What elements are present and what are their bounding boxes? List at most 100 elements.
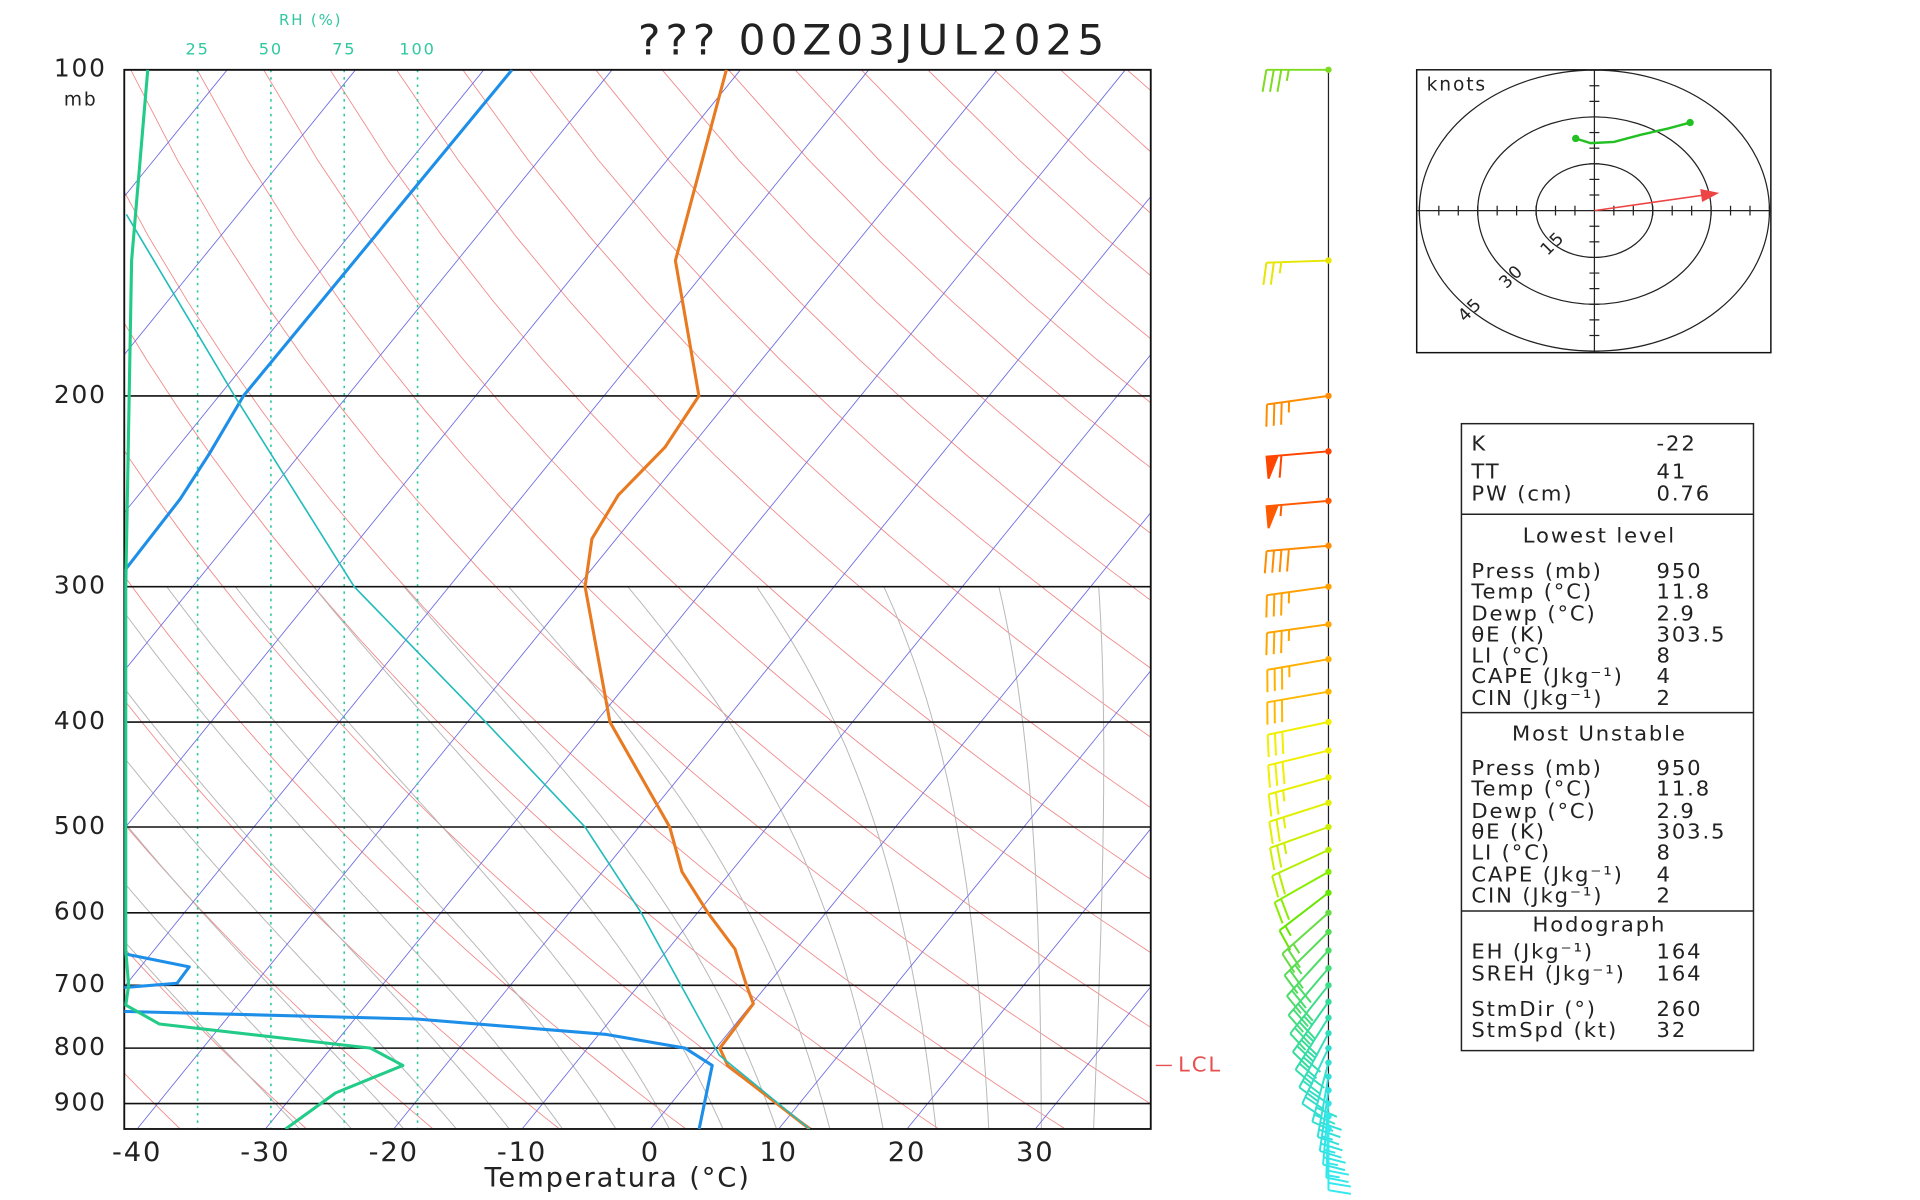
dry-adiabat xyxy=(1592,70,1920,1129)
moist-adiabat xyxy=(124,940,301,1129)
wind-dot xyxy=(1325,542,1332,549)
hodograph-ring-label: 15 xyxy=(1537,228,1570,260)
wind-dot xyxy=(1325,718,1332,726)
dry-adiabat xyxy=(124,322,939,1129)
hodograph-unit: knots xyxy=(1427,75,1487,96)
wind-dot xyxy=(1325,823,1332,831)
wind-dot xyxy=(1325,846,1332,854)
indices-section-title: Most Unstable xyxy=(1512,722,1687,746)
wind-dot xyxy=(1325,656,1332,663)
wind-barb xyxy=(1267,776,1329,817)
indices-value: 164 xyxy=(1657,940,1703,964)
wind-barb xyxy=(1266,690,1329,725)
wind-dot xyxy=(1325,448,1332,455)
wind-barb xyxy=(1262,259,1329,285)
dry-adiabat xyxy=(661,69,1151,535)
wind-barb xyxy=(1267,749,1329,788)
isotherm xyxy=(906,828,1151,1129)
wind-dot xyxy=(1325,868,1332,876)
indices-label: StmDir (°) xyxy=(1471,997,1596,1021)
wind-barb xyxy=(1265,450,1329,479)
moist-adiabat xyxy=(627,586,884,1129)
dry-adiabat xyxy=(124,190,1066,1129)
dry-adiabat xyxy=(794,69,1151,404)
moist-adiabat xyxy=(124,687,510,1129)
y-tick-label: 100 xyxy=(54,54,107,83)
wind-dot xyxy=(1325,257,1332,264)
isotherm xyxy=(136,69,998,1129)
isotherm xyxy=(124,69,613,672)
indices-value: 32 xyxy=(1657,1018,1688,1042)
indices-label: Dewp (°C) xyxy=(1471,602,1596,626)
wind-dot xyxy=(1325,998,1332,1005)
wind-barb xyxy=(1325,1116,1349,1184)
indices-value: 2 xyxy=(1657,883,1672,907)
x-tick-label: 20 xyxy=(888,1137,927,1168)
wind-barb xyxy=(1266,658,1329,693)
wind-barb xyxy=(1278,891,1330,951)
indices-label: Temp (°C) xyxy=(1470,777,1593,801)
wind-dot xyxy=(1325,982,1332,989)
y-tick-label: 500 xyxy=(54,811,107,840)
dry-adiabat xyxy=(263,69,1151,954)
rh-tick-label: 50 xyxy=(259,40,283,59)
y-axis-unit: mb xyxy=(64,89,98,110)
indices-label: LI (°C) xyxy=(1471,841,1551,865)
dry-adiabat xyxy=(462,69,1151,738)
indices-label: CIN (Jkg⁻¹) xyxy=(1471,686,1603,710)
x-tick-label: 10 xyxy=(759,1137,798,1168)
wind-dot xyxy=(1325,909,1332,916)
wind-barb xyxy=(1283,931,1330,995)
rh-tick-label: 75 xyxy=(332,40,356,59)
isotherm xyxy=(124,69,228,198)
dry-adiabat xyxy=(1791,70,1920,1129)
indices-value: 8 xyxy=(1657,643,1672,667)
wind-dot xyxy=(1325,1100,1332,1107)
wind-dot xyxy=(1325,1113,1332,1120)
indices-label: PW (cm) xyxy=(1471,482,1573,506)
y-tick-label: 900 xyxy=(54,1088,107,1117)
dry-adiabat xyxy=(528,69,1151,669)
x-tick-label: -30 xyxy=(240,1137,290,1168)
indices-label: StmSpd (kt) xyxy=(1471,1018,1618,1042)
wind-dot xyxy=(1325,621,1332,628)
wind-dot xyxy=(1325,928,1332,936)
wind-barb xyxy=(1322,1103,1346,1172)
wind-dot xyxy=(1325,583,1332,590)
indices-label: Press (mb) xyxy=(1471,756,1602,780)
wind-barb xyxy=(1327,1128,1351,1195)
x-tick-label: -40 xyxy=(112,1137,162,1168)
dry-adiabat xyxy=(993,69,1151,214)
rh-tick-label: 100 xyxy=(399,40,435,59)
annotation-label: LCL xyxy=(1178,1053,1222,1077)
wind-dot xyxy=(1325,965,1332,972)
x-tick-label: -20 xyxy=(369,1137,419,1168)
wind-dot xyxy=(1325,1059,1332,1066)
moist-adiabat xyxy=(234,586,670,1129)
isotherm xyxy=(124,69,356,356)
wind-dot xyxy=(1325,497,1332,505)
moist-adiabat xyxy=(124,821,405,1129)
moist-adiabat xyxy=(124,756,457,1129)
rh-line xyxy=(124,69,405,1129)
indices-label: Press (mb) xyxy=(1471,559,1602,583)
y-tick-label: 600 xyxy=(54,897,107,926)
wind-barb xyxy=(1261,68,1329,92)
indices-value: 8 xyxy=(1657,841,1672,865)
background-lines xyxy=(124,69,1920,1129)
wind-barb xyxy=(1265,623,1329,656)
indices-label: θE (K) xyxy=(1471,820,1546,844)
wind-barb xyxy=(1269,826,1329,871)
x-tick-label: 30 xyxy=(1016,1137,1055,1168)
dry-adiabat xyxy=(124,947,307,1129)
hodograph-line xyxy=(1575,121,1691,145)
chart-title: ??? 00Z03JUL2025 xyxy=(638,16,1109,65)
wind-barb xyxy=(1265,585,1329,618)
indices-label: CAPE (Jkg⁻¹) xyxy=(1471,863,1623,887)
wind-barb xyxy=(1263,544,1329,574)
wind-dot xyxy=(1325,688,1332,695)
isotherm xyxy=(393,195,1151,1129)
wind-barb xyxy=(1298,1032,1330,1102)
wind-barb xyxy=(1318,1090,1343,1159)
